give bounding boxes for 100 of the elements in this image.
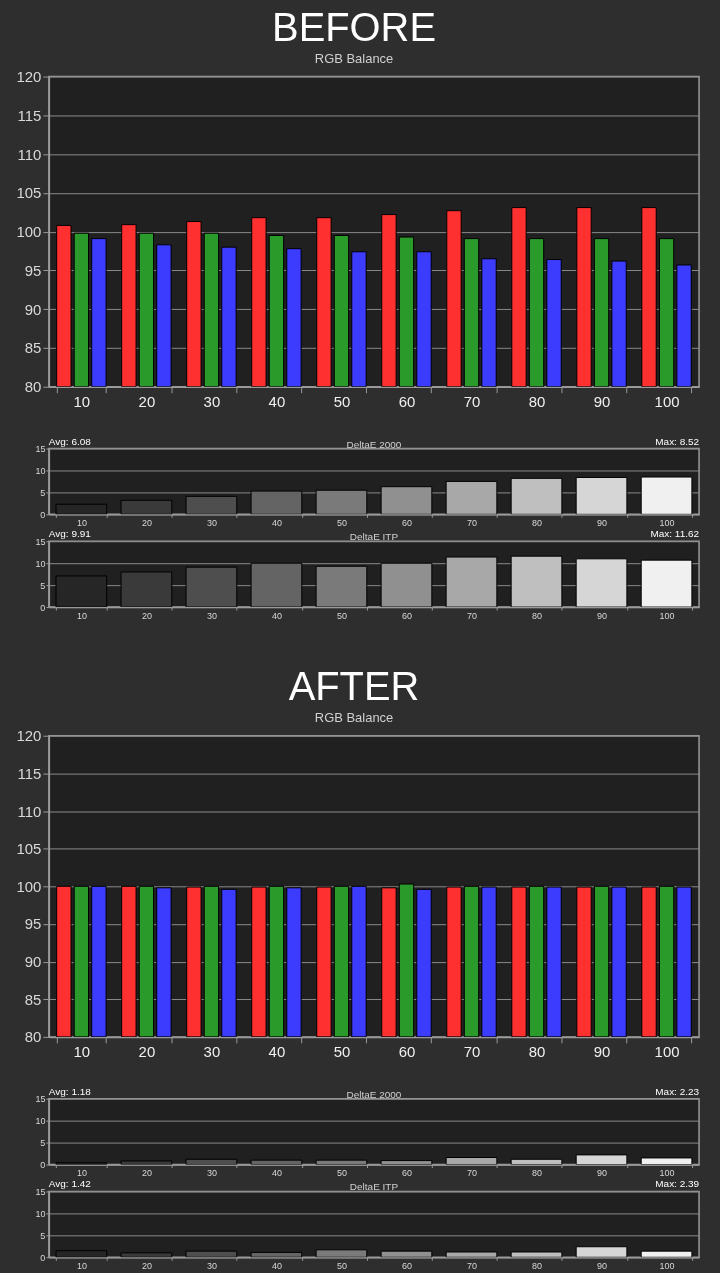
y-tick-label: 115 xyxy=(17,764,42,782)
text: Avg: 1.42 xyxy=(48,1178,92,1190)
chart-subtitle: RGB Balance xyxy=(314,709,394,725)
x-tick-label: 30 xyxy=(206,610,217,621)
text: Max: 2.39 xyxy=(655,1178,700,1190)
x-tick-label: 10 xyxy=(73,1043,91,1061)
x-tick-label: 10 xyxy=(73,393,91,411)
y-tick-label: 15 xyxy=(35,444,46,455)
x-tick-label: 40 xyxy=(271,517,282,528)
chart-title: DeltaE 2000 xyxy=(346,438,402,450)
x-tick-label: 70 xyxy=(463,1043,481,1061)
x-tick-label: 100 xyxy=(659,1168,675,1178)
bar xyxy=(250,490,303,515)
y-tick-label: 10 xyxy=(35,1208,46,1219)
x-tick-label: 30 xyxy=(206,1260,217,1271)
chart-title: DeltaE 2000 xyxy=(346,1088,402,1100)
y-tick-label: 80 xyxy=(24,378,42,396)
y-tick-label: 5 xyxy=(40,580,46,591)
y-tick-label: 5 xyxy=(40,487,46,498)
y-tick-label: 10 xyxy=(35,465,46,476)
x-tick-label: 60 xyxy=(401,610,412,621)
x-tick-label: 40 xyxy=(268,393,286,411)
x-tick-label: 30 xyxy=(203,393,221,411)
bar xyxy=(250,562,303,608)
y-tick-label: 110 xyxy=(17,802,42,820)
y-tick-label: 15 xyxy=(35,1186,46,1197)
x-tick-label: 100 xyxy=(659,610,675,621)
y-tick-label: 95 xyxy=(24,261,42,279)
x-tick-label: 60 xyxy=(398,393,416,411)
y-tick-label: 5 xyxy=(40,1138,46,1149)
x-tick-label: 40 xyxy=(268,1043,286,1061)
bar xyxy=(510,477,563,515)
x-tick-label: 70 xyxy=(467,517,477,528)
bar xyxy=(120,499,173,515)
y-tick-label: 105 xyxy=(16,840,42,858)
x-tick-label: 70 xyxy=(467,1260,477,1271)
y-tick-label: 95 xyxy=(24,915,42,933)
x-tick-label: 10 xyxy=(76,1260,87,1271)
x-tick-label: 90 xyxy=(597,517,608,528)
text: Max: 8.52 xyxy=(655,435,700,447)
bar xyxy=(120,1160,173,1165)
y-tick-label: 115 xyxy=(17,106,42,124)
chart-title: DeltaE ITP xyxy=(349,1181,399,1193)
y-tick-label: 0 xyxy=(40,1252,46,1263)
y-tick-label: 0 xyxy=(40,1160,46,1171)
x-tick-label: 80 xyxy=(532,517,542,528)
x-tick-label: 100 xyxy=(659,1260,675,1271)
chart-title: AFTER xyxy=(288,663,420,708)
chart-subtitle: RGB Balance xyxy=(314,50,394,66)
bar xyxy=(185,566,238,608)
x-tick-label: 70 xyxy=(467,1168,477,1178)
x-tick-label: 50 xyxy=(333,393,351,411)
x-tick-label: 50 xyxy=(336,610,347,621)
text: Avg: 6.08 xyxy=(48,435,92,447)
y-tick-label: 0 xyxy=(40,509,46,520)
chart-title: BEFORE xyxy=(272,4,436,49)
y-tick-label: 85 xyxy=(24,990,42,1008)
chart-title: DeltaE ITP xyxy=(349,531,399,543)
y-tick-label: 80 xyxy=(24,1028,42,1046)
bar xyxy=(640,559,693,608)
x-tick-label: 100 xyxy=(654,1043,680,1061)
x-tick-label: 80 xyxy=(532,1168,542,1178)
y-tick-label: 90 xyxy=(24,300,42,318)
x-tick-label: 50 xyxy=(336,1168,347,1178)
x-tick-label: 90 xyxy=(597,1168,608,1178)
x-tick-label: 60 xyxy=(401,1168,412,1178)
x-tick-label: 20 xyxy=(138,1043,156,1061)
x-tick-label: 40 xyxy=(271,1168,282,1178)
y-tick-label: 100 xyxy=(16,877,42,895)
text: Max: 11.62 xyxy=(650,528,700,540)
x-tick-label: 30 xyxy=(206,1168,217,1178)
x-tick-label: 10 xyxy=(76,610,87,621)
y-tick-label: 10 xyxy=(35,1116,46,1127)
y-tick-label: 5 xyxy=(40,1230,46,1241)
x-tick-label: 60 xyxy=(401,1260,412,1271)
x-tick-label: 10 xyxy=(76,517,87,528)
x-tick-label: 90 xyxy=(593,393,611,411)
bar xyxy=(510,555,563,608)
y-tick-label: 120 xyxy=(16,68,42,86)
x-tick-label: 60 xyxy=(401,517,412,528)
y-tick-label: 0 xyxy=(40,602,46,613)
y-tick-label: 100 xyxy=(16,223,42,241)
bar xyxy=(185,495,238,515)
bar xyxy=(445,480,498,515)
bar xyxy=(445,1157,498,1165)
x-tick-label: 10 xyxy=(76,1168,87,1178)
text: Avg: 1.18 xyxy=(48,1085,92,1097)
x-tick-label: 60 xyxy=(398,1043,416,1061)
bar xyxy=(575,476,628,515)
text: Avg: 9.91 xyxy=(48,528,92,540)
x-tick-label: 20 xyxy=(141,610,152,621)
bar xyxy=(120,571,173,608)
bar xyxy=(315,489,368,515)
bar xyxy=(575,1154,628,1165)
x-tick-label: 80 xyxy=(528,393,546,411)
x-tick-label: 40 xyxy=(271,1260,282,1271)
x-tick-label: 90 xyxy=(593,1043,611,1061)
x-tick-label: 20 xyxy=(138,393,156,411)
bar xyxy=(250,1159,303,1165)
y-tick-label: 15 xyxy=(35,536,46,547)
